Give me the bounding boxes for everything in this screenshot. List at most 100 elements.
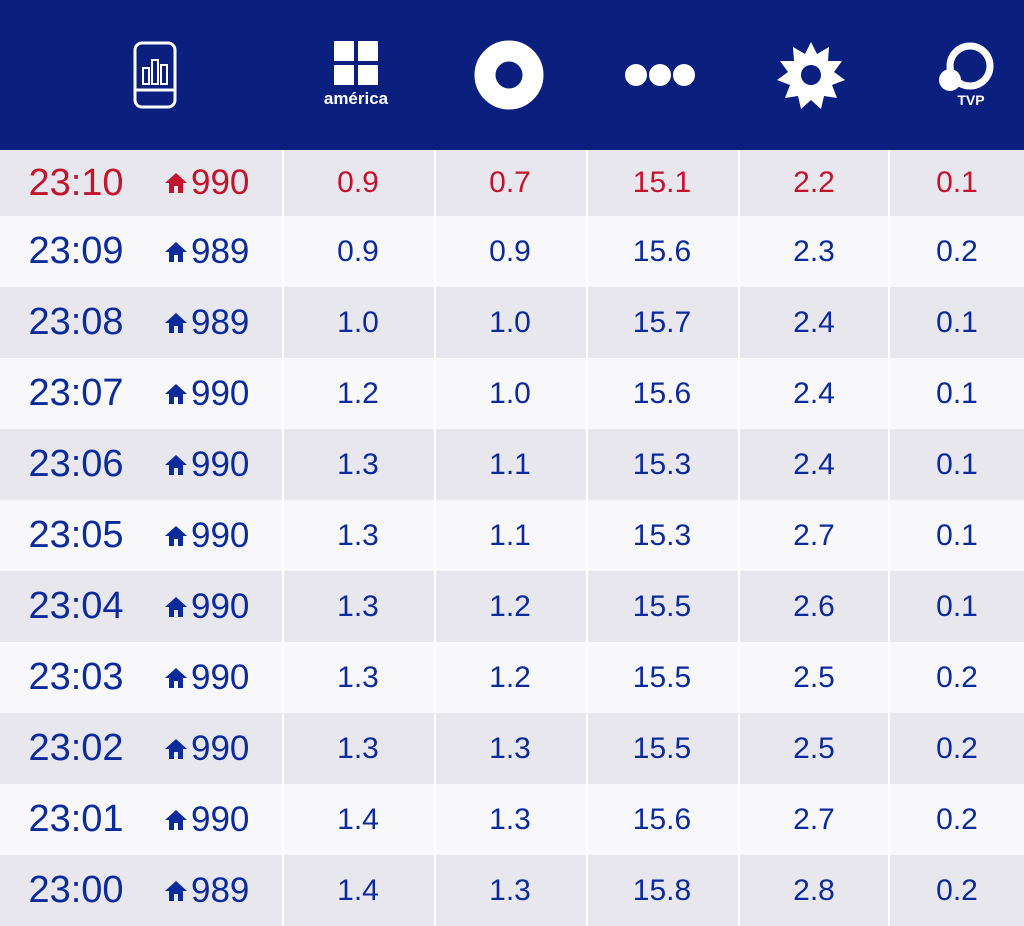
home-icon: [165, 809, 187, 830]
rating-america: 1.4: [337, 802, 379, 836]
row-time: 23:10: [28, 161, 124, 204]
row-total-value: 990: [191, 515, 250, 555]
row-total-homes: 990: [165, 713, 277, 784]
rating-tvp: 0.1: [936, 518, 978, 552]
channel-dots-icon: [604, 0, 716, 150]
channel-sun-icon: [755, 0, 867, 150]
rating-sun-channel: 2.7: [793, 518, 835, 552]
column-divider: [282, 150, 284, 216]
rating-ring-channel: 0.7: [489, 166, 531, 199]
row-time: 23:03: [28, 656, 124, 698]
column-divider: [586, 571, 588, 642]
column-divider: [738, 713, 740, 784]
column-divider: [888, 784, 890, 855]
row-total-value: 989: [191, 302, 250, 342]
row-time: 23:06: [28, 443, 124, 485]
row-total-value: 990: [191, 799, 250, 839]
rating-sun-channel: 2.5: [793, 660, 835, 694]
column-divider: [888, 642, 890, 713]
rating-ring-channel: 1.0: [489, 305, 531, 339]
rating-america: 1.0: [337, 305, 379, 339]
rating-ring-channel: 1.3: [489, 731, 531, 765]
rating-tvp: 0.1: [936, 447, 978, 481]
column-divider: [282, 855, 284, 926]
rating-tvp: 0.1: [936, 589, 978, 623]
column-divider: [738, 784, 740, 855]
rating-dots-channel: 15.6: [632, 802, 692, 836]
row-time: 23:07: [28, 372, 124, 414]
column-divider: [282, 784, 284, 855]
row-total-value: 990: [191, 586, 250, 626]
rating-tvp: 0.2: [936, 234, 978, 268]
table-row: 23:08 989 1.0 1.0 15.7 2.4 0.1: [0, 287, 1024, 358]
row-total-homes: 990: [165, 784, 277, 855]
home-icon: [165, 525, 187, 546]
column-divider: [738, 287, 740, 358]
rating-america: 1.4: [337, 873, 379, 907]
home-icon: [165, 667, 187, 688]
rating-america: 1.3: [337, 660, 379, 694]
rating-sun-channel: 2.3: [793, 234, 835, 268]
column-divider: [586, 642, 588, 713]
column-divider: [738, 358, 740, 429]
rating-america: 0.9: [337, 234, 379, 268]
home-icon: [165, 454, 187, 475]
tvp-logo-icon: TVP: [910, 0, 1022, 150]
column-divider: [282, 358, 284, 429]
column-divider: [888, 429, 890, 500]
rating-ring-channel: 1.3: [489, 873, 531, 907]
rating-ring-channel: 1.2: [489, 589, 531, 623]
column-divider: [888, 713, 890, 784]
column-divider: [282, 287, 284, 358]
rating-dots-channel: 15.7: [632, 305, 692, 339]
column-divider: [586, 500, 588, 571]
row-total-homes: 989: [165, 855, 277, 926]
column-divider: [434, 571, 436, 642]
rating-dots-channel: 15.3: [632, 518, 692, 552]
home-icon: [165, 173, 187, 193]
column-divider: [586, 855, 588, 926]
table-row: 23:07 990 1.2 1.0 15.6 2.4 0.1: [0, 358, 1024, 429]
row-total-homes: 989: [165, 216, 277, 287]
column-divider: [586, 713, 588, 784]
column-divider: [586, 150, 588, 216]
row-total-homes: 990: [165, 500, 277, 571]
column-divider: [282, 713, 284, 784]
row-time: 23:08: [28, 301, 124, 343]
column-divider: [888, 571, 890, 642]
rating-sun-channel: 2.8: [793, 873, 835, 907]
rating-sun-channel: 2.4: [793, 447, 835, 481]
row-total-homes: 990: [165, 150, 277, 216]
table-row: 23:01 990 1.4 1.3 15.6 2.7 0.2: [0, 784, 1024, 855]
rating-sun-channel: 2.2: [793, 166, 835, 199]
column-divider: [282, 500, 284, 571]
rating-sun-channel: 2.4: [793, 305, 835, 339]
column-divider: [738, 150, 740, 216]
column-divider: [434, 713, 436, 784]
home-icon: [165, 312, 187, 333]
row-time: 23:04: [28, 585, 124, 627]
column-divider: [738, 855, 740, 926]
rating-america: 1.3: [337, 518, 379, 552]
row-time: 23:05: [28, 514, 124, 556]
rating-tvp: 0.2: [936, 873, 978, 907]
column-divider: [434, 855, 436, 926]
table-row: 23:06 990 1.3 1.1 15.3 2.4 0.1: [0, 429, 1024, 500]
rating-tvp: 0.2: [936, 731, 978, 765]
rating-sun-channel: 2.4: [793, 376, 835, 410]
rating-america: 1.3: [337, 589, 379, 623]
column-divider: [282, 571, 284, 642]
rating-america: 1.2: [337, 376, 379, 410]
row-total-homes: 990: [165, 358, 277, 429]
rating-ring-channel: 1.3: [489, 802, 531, 836]
rating-sun-channel: 2.7: [793, 802, 835, 836]
rating-ring-channel: 1.1: [489, 447, 531, 481]
row-total-value: 989: [191, 231, 250, 271]
row-time: 23:01: [28, 798, 124, 840]
rating-ring-channel: 1.0: [489, 376, 531, 410]
rating-tvp: 0.1: [936, 376, 978, 410]
column-divider: [738, 429, 740, 500]
home-icon: [165, 241, 187, 262]
column-divider: [738, 571, 740, 642]
row-total-homes: 989: [165, 287, 277, 358]
